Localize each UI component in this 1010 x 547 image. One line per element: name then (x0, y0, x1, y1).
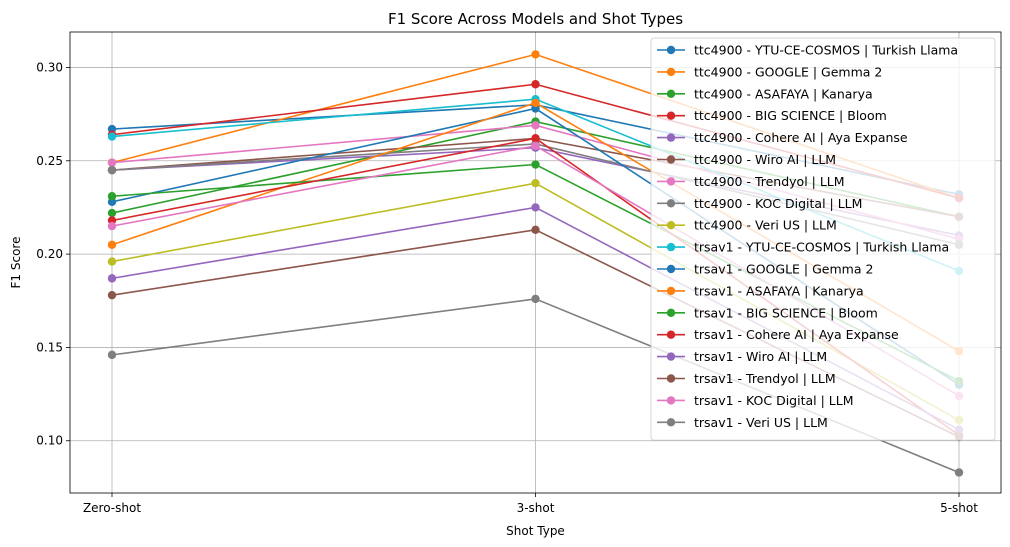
data-point (107, 192, 117, 201)
x-tick-label: 3-shot (517, 501, 555, 515)
legend-item: ttc4900 - GOOGLE | Gemma 2 (657, 64, 882, 79)
data-point (107, 165, 117, 175)
legend-label: ttc4900 - KOC Digital | LLM (694, 196, 862, 211)
legend-label: trsav1 - Veri US | LLM (694, 415, 828, 430)
legend-item: trsav1 - KOC Digital | LLM (657, 393, 854, 408)
legend-item: ttc4900 - Veri US | LLM (657, 218, 837, 233)
data-point (531, 178, 540, 188)
legend-item: ttc4900 - Trendyol | LLM (657, 174, 845, 189)
legend-marker (666, 45, 676, 55)
legend: ttc4900 - YTU-CE-COSMOS | Turkish Llama t… (650, 37, 996, 441)
data-point (531, 160, 540, 169)
legend-label: trsav1 - Trendyol | LLM (694, 371, 836, 386)
data-point (531, 80, 540, 89)
data-point (531, 203, 540, 212)
legend-label: ttc4900 - ASAFAYA | Kanarya (694, 86, 873, 101)
data-point (107, 132, 117, 141)
legend-marker (666, 242, 676, 252)
legend-item: trsav1 - Cohere AI | Aya Expanse (657, 327, 899, 342)
data-point (531, 225, 540, 235)
legend-marker (666, 221, 676, 230)
legend-label: ttc4900 - YTU-CE-COSMOS | Turkish Llama (694, 43, 958, 58)
data-point (107, 290, 117, 300)
legend-item: trsav1 - BIG SCIENCE | Bloom (657, 305, 878, 320)
y-tick-label: 0.10 (36, 434, 63, 448)
legend-label: trsav1 - GOOGLE | Gemma 2 (694, 262, 873, 277)
legend-label: ttc4900 - Veri US | LLM (694, 218, 837, 233)
legend-marker (666, 308, 676, 317)
legend-marker (666, 177, 676, 186)
legend-label: trsav1 - Wiro AI | LLM (694, 349, 827, 364)
legend-item: ttc4900 - Wiro AI | LLM (657, 152, 836, 167)
legend-item: ttc4900 - Cohere AI | Aya Expanse (657, 130, 908, 145)
legend-marker (666, 264, 676, 274)
legend-item: ttc4900 - BIG SCIENCE | Bloom (657, 108, 887, 123)
legend-frame (650, 37, 996, 441)
legend-label: trsav1 - KOC Digital | LLM (694, 393, 854, 408)
legend-item: ttc4900 - YTU-CE-COSMOS | Turkish Llama (657, 43, 958, 58)
legend-item: trsav1 - ASAFAYA | Kanarya (657, 283, 864, 298)
legend-label: ttc4900 - GOOGLE | Gemma 2 (694, 64, 882, 79)
legend-marker (666, 133, 676, 142)
data-point (107, 158, 117, 167)
legend-marker (666, 418, 676, 427)
legend-label: trsav1 - BIG SCIENCE | Bloom (694, 305, 878, 320)
x-tick-label: 5-shot (940, 501, 978, 515)
data-point (531, 50, 540, 59)
data-point (107, 274, 117, 283)
data-point (107, 208, 117, 218)
y-tick-label: 0.20 (36, 247, 63, 261)
legend-item: ttc4900 - KOC Digital | LLM (657, 196, 862, 211)
legend-label: trsav1 - YTU-CE-COSMOS | Turkish Llama (694, 240, 949, 255)
legend-item: trsav1 - YTU-CE-COSMOS | Turkish Llama (657, 240, 949, 255)
data-point (107, 221, 117, 231)
legend-label: trsav1 - ASAFAYA | Kanarya (694, 283, 864, 298)
legend-label: ttc4900 - Trendyol | LLM (694, 174, 845, 189)
legend-item: trsav1 - Trendyol | LLM (657, 371, 836, 386)
legend-item: trsav1 - GOOGLE | Gemma 2 (657, 262, 873, 277)
axis-layer: Zero-shot 3-shot 5-shot 0.10 0.15 0.20 0.25 0.3… (36, 60, 978, 515)
data-point (531, 121, 540, 130)
y-tick-label: 0.15 (36, 340, 63, 354)
data-point (107, 257, 117, 266)
y-axis-label: F1 Score (9, 237, 23, 289)
data-point (531, 134, 540, 143)
data-point (531, 294, 540, 304)
legend-label: ttc4900 - Cohere AI | Aya Expanse (694, 130, 908, 145)
legend-marker (666, 352, 676, 361)
legend-marker (666, 199, 676, 208)
legend-marker (666, 67, 676, 77)
data-point (107, 240, 117, 249)
legend-marker (666, 89, 676, 99)
legend-item: trsav1 - Veri US | LLM (657, 415, 828, 430)
legend-marker (666, 330, 676, 339)
legend-marker (666, 396, 676, 405)
x-axis-label: Shot Type (506, 524, 565, 538)
x-tick-label: Zero-shot (83, 501, 141, 515)
legend-label: ttc4900 - BIG SCIENCE | Bloom (694, 108, 887, 123)
legend-item: trsav1 - Wiro AI | LLM (657, 349, 827, 364)
chart-title: F1 Score Across Models and Shot Types (388, 10, 683, 28)
legend-marker (666, 111, 676, 120)
legend-item: ttc4900 - ASAFAYA | Kanarya (657, 86, 873, 101)
y-tick-label: 0.30 (36, 60, 63, 74)
legend-label: trsav1 - Cohere AI | Aya Expanse (694, 327, 899, 342)
data-point (531, 98, 540, 108)
legend-label: ttc4900 - Wiro AI | LLM (694, 152, 836, 167)
data-point (954, 468, 964, 477)
data-point (107, 350, 117, 360)
legend-marker (666, 286, 676, 296)
data-point (531, 141, 540, 151)
legend-marker (666, 374, 676, 383)
y-tick-label: 0.25 (36, 154, 63, 168)
legend-marker (666, 155, 676, 164)
